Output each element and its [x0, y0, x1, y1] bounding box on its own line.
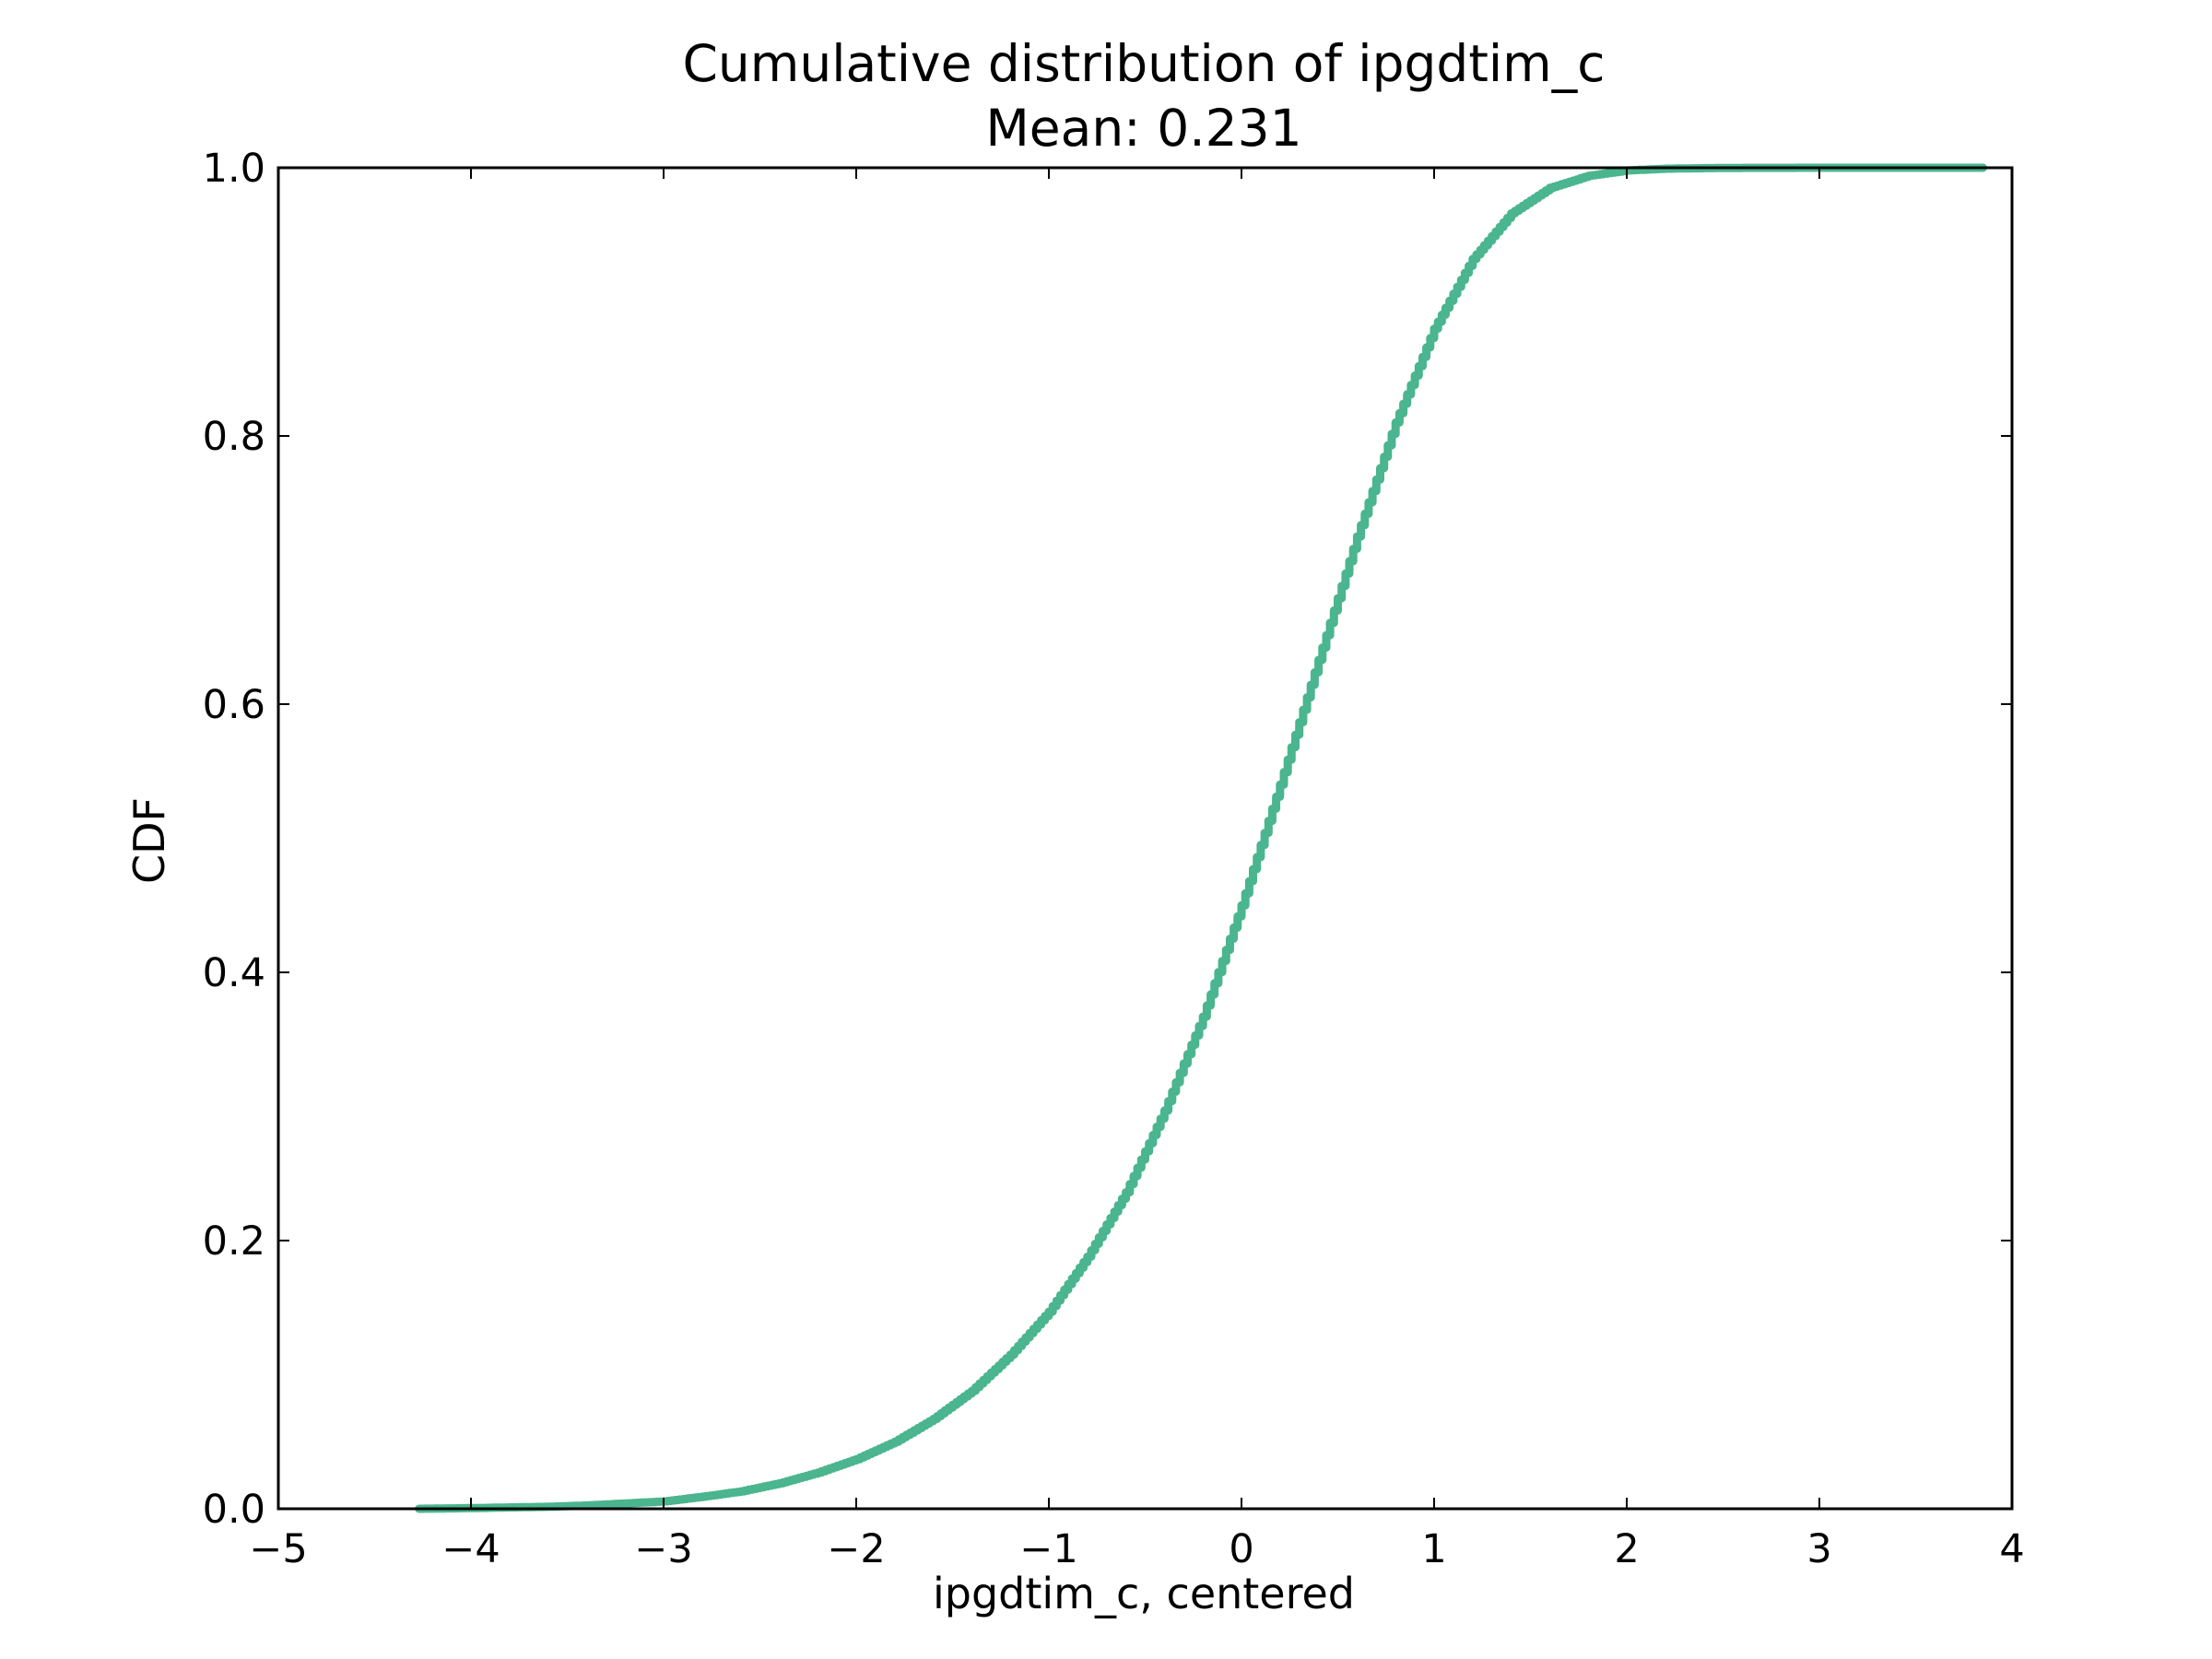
x-tick-label: −5	[249, 1526, 307, 1572]
x-tick-label: 0	[1229, 1526, 1253, 1572]
y-axis-label: CDF	[124, 797, 174, 884]
y-tick-label: 0.4	[203, 950, 265, 996]
y-tick-label: 1.0	[203, 146, 265, 192]
x-tick-label: 3	[1806, 1526, 1831, 1572]
plot-area: −5 −4 −3 −2 −1 0 1 2 3 4 0.0 0.2 0.4 0.6 0.8 1.0	[203, 146, 2025, 1572]
x-tick-label: −2	[827, 1526, 885, 1572]
x-tick-label: 1	[1421, 1526, 1446, 1572]
y-tick-label: 0.8	[203, 414, 265, 460]
axes-frame	[276, 166, 2014, 1511]
y-tick-label: 0.6	[203, 682, 265, 728]
x-tick-label: −4	[441, 1526, 500, 1572]
y-tick-label: 0.0	[203, 1487, 265, 1533]
x-tick-label: −1	[1019, 1526, 1077, 1572]
y-tick-label: 0.2	[203, 1218, 265, 1265]
x-tick-label: −3	[634, 1526, 692, 1572]
x-axis-label: ipgdtim_c, centered	[933, 1569, 1355, 1618]
chart-subtitle: Mean: 0.231	[985, 99, 1301, 158]
x-tick-label: 4	[1999, 1526, 2024, 1572]
cdf-series-line-0	[415, 163, 1988, 1513]
chart-title: Cumulative distribution of ipgdtim_c	[683, 34, 1606, 93]
x-tick-label: 2	[1614, 1526, 1639, 1572]
